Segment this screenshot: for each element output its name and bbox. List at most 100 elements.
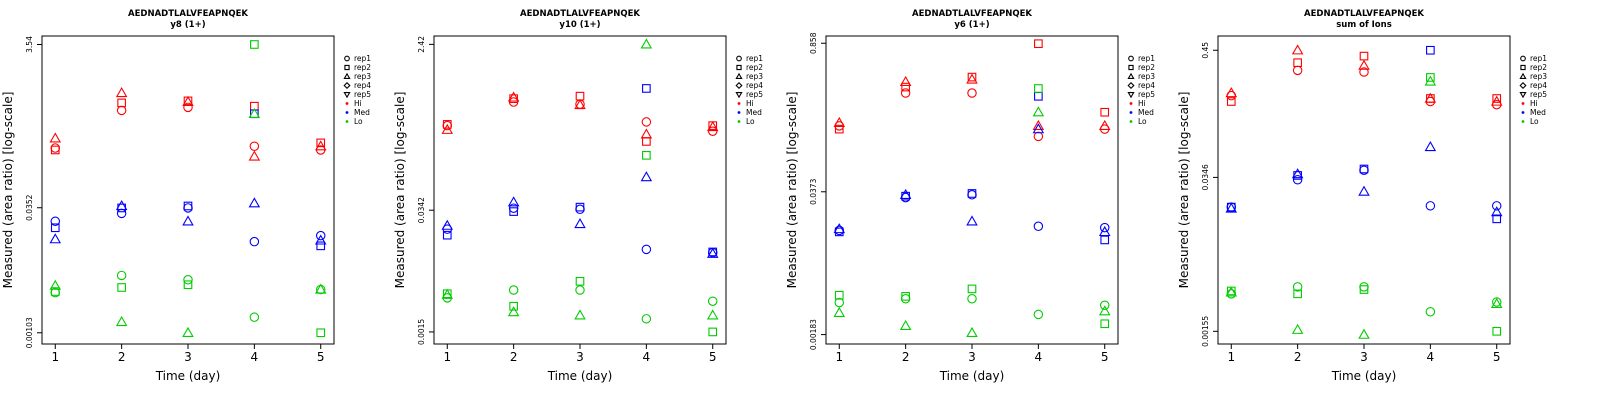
data-point-lo-rep1 (116, 270, 127, 281)
data-point-med-rep3 (640, 171, 653, 182)
data-point-med-rep3 (1490, 206, 1503, 217)
data-point-hi-rep2 (117, 98, 126, 108)
data-point-hi-rep2 (642, 137, 651, 146)
legend-symbol-rep2 (1520, 64, 1526, 71)
data-point-lo-rep2 (1100, 319, 1110, 329)
data-point-lo-rep3 (1032, 106, 1045, 117)
data-point-lo-rep3 (833, 306, 846, 317)
data-point-hi-rep3 (182, 95, 194, 107)
legend-label-rep2: rep2 (354, 63, 371, 72)
data-point-hi-rep1 (1292, 65, 1303, 76)
legend-symbol-rep5 (735, 91, 743, 99)
data-point-med-rep3 (182, 215, 194, 226)
legend-dot-hi (345, 102, 349, 105)
data-point-med-rep3 (833, 223, 846, 234)
data-point-lo-rep2 (1359, 285, 1369, 294)
legend-label-rep1: rep1 (1530, 54, 1547, 63)
data-point-lo-rep1 (1359, 282, 1369, 292)
y-tick-label: 0.00155 (1201, 316, 1210, 347)
data-point-hi-rep3 (115, 87, 128, 98)
legend-label-rep4: rep4 (354, 81, 371, 90)
legend-label-lo: Lo (746, 117, 755, 126)
legend-dot-lo (737, 120, 741, 123)
data-point-med-rep3 (1225, 202, 1238, 213)
y-tick-label: 0.0346 (1201, 164, 1210, 190)
y-tick-label: 0.45 (1201, 42, 1210, 59)
plot-frame (1217, 35, 1511, 345)
x-tick-label: 3 (968, 350, 976, 364)
chart-title: AEDNADTLALVFEAPNQEK (912, 9, 1032, 19)
legend-label-rep3: rep3 (1138, 72, 1155, 81)
x-axis-label: Time (day) (1331, 369, 1397, 383)
y-tick-label: 0.858 (809, 32, 818, 54)
data-point-lo-rep3 (1225, 286, 1238, 297)
data-point-lo-rep1 (967, 293, 977, 304)
data-point-hi-rep3 (1291, 44, 1304, 55)
data-point-med-rep1 (575, 204, 585, 215)
data-point-hi-rep3 (574, 99, 586, 110)
x-tick-label: 4 (643, 350, 651, 364)
legend-dot-med (737, 111, 741, 114)
data-point-lo-rep2 (642, 150, 651, 160)
y-tick-label: 0.00183 (809, 319, 818, 350)
data-point-lo-rep2 (316, 328, 326, 338)
data-point-lo-rep2 (901, 292, 910, 301)
data-point-med-rep3 (115, 200, 128, 211)
data-point-lo-rep1 (249, 312, 260, 322)
data-point-med-rep2 (183, 201, 193, 211)
data-point-med-rep3 (441, 219, 454, 230)
legend-dot-med (1521, 111, 1525, 114)
legend-label-rep5: rep5 (1530, 90, 1547, 99)
data-point-lo-rep2 (117, 283, 126, 292)
data-point-hi-rep2 (50, 145, 60, 155)
data-point-med-rep3 (966, 215, 978, 226)
data-point-lo-rep1 (575, 285, 585, 295)
legend-dot-med (345, 111, 349, 114)
data-point-lo-rep3 (574, 309, 586, 320)
data-point-med-rep3 (1098, 225, 1111, 237)
chart-subtitle: y6 (1+) (954, 20, 989, 30)
legend-symbol-rep5 (343, 91, 351, 99)
legend-dot-lo (1521, 120, 1525, 123)
legend-label-rep1: rep1 (746, 54, 763, 63)
legend-label-rep5: rep5 (1138, 90, 1155, 99)
y-tick-label: 3.54 (25, 36, 34, 53)
legend-label-med: Med (354, 108, 370, 117)
data-point-lo-rep2 (834, 290, 844, 300)
data-point-hi-rep1 (249, 141, 260, 151)
data-point-med-rep2 (1034, 91, 1043, 101)
data-point-hi-rep3 (1225, 87, 1238, 98)
data-point-lo-rep2 (50, 287, 60, 296)
data-point-med-rep1 (641, 244, 652, 255)
legend-label-hi: Hi (1530, 99, 1538, 108)
data-point-hi-rep3 (640, 128, 653, 139)
data-point-med-rep1 (1491, 201, 1502, 211)
data-point-hi-rep3 (314, 140, 327, 151)
legend-label-rep5: rep5 (354, 90, 371, 99)
legend-label-rep2: rep2 (746, 63, 763, 72)
data-point-med-rep3 (574, 218, 586, 229)
legend-label-hi: Hi (1138, 99, 1146, 108)
data-point-lo-rep3 (1490, 297, 1503, 308)
x-axis-label: Time (day) (155, 369, 221, 383)
y-tick-label: 0.00103 (25, 317, 34, 348)
legend-label-rep5: rep5 (746, 90, 763, 99)
legend-symbol-rep4 (343, 81, 351, 90)
data-point-hi-rep3 (1490, 95, 1503, 106)
x-tick-label: 1 (1227, 350, 1235, 364)
data-point-lo-rep1 (834, 297, 845, 308)
data-point-hi-rep3 (1098, 119, 1111, 131)
legend-label-med: Med (746, 108, 762, 117)
y-axis-label: Measured (area ratio) [log-scale] (785, 92, 799, 289)
chart-subtitle: y10 (1+) (559, 20, 600, 30)
data-point-med-rep1 (1425, 201, 1436, 211)
data-point-med-rep1 (116, 208, 127, 219)
x-tick-label: 3 (1360, 350, 1368, 364)
data-point-hi-rep1 (967, 88, 977, 98)
data-point-hi-rep2 (442, 120, 452, 129)
legend-symbol-rep3 (735, 72, 743, 80)
data-point-hi-rep1 (116, 105, 127, 116)
legend-label-lo: Lo (354, 117, 363, 126)
